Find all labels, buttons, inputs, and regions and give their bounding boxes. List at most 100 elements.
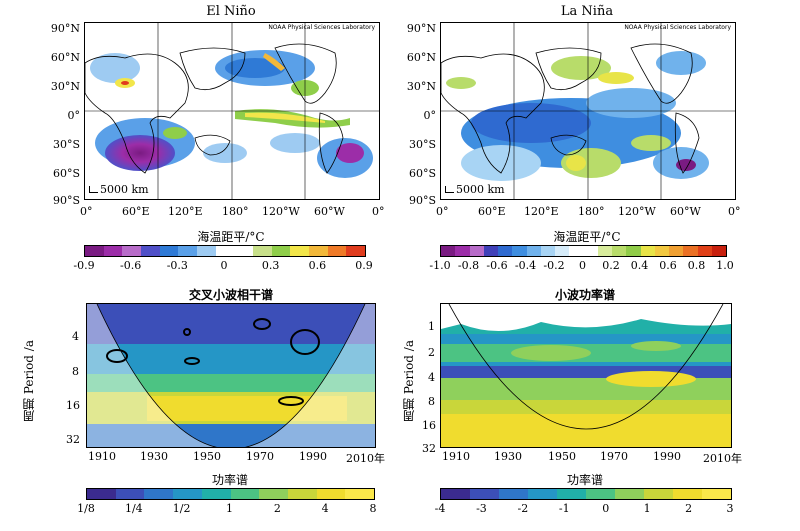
power-ytick: 16 bbox=[422, 419, 436, 432]
coherence-ylabel: 周期 Period /a bbox=[22, 340, 36, 422]
lat-label: 90°N bbox=[406, 22, 436, 35]
colorbar-swatch bbox=[87, 489, 116, 499]
coherence-ytick: 8 bbox=[72, 365, 79, 378]
colorbar-swatch bbox=[197, 246, 216, 256]
colorbar-tick-label: 2 bbox=[273, 502, 281, 515]
power-ytick: 32 bbox=[422, 442, 436, 455]
colorbar-swatch bbox=[483, 246, 498, 256]
colorbar-swatch bbox=[103, 246, 123, 256]
lat-label: 60°N bbox=[50, 51, 80, 64]
colorbar-swatch bbox=[234, 246, 254, 256]
coherence-colorbar-ticks: 1/8 1/4 1/2 1 2 4 8 bbox=[77, 502, 376, 516]
lat-label: 90°S bbox=[408, 194, 436, 207]
colorbar-swatch bbox=[122, 246, 142, 256]
colorbar-swatch bbox=[470, 489, 499, 499]
colorbar-tick-label: -3 bbox=[476, 502, 487, 515]
lon-label: 60°W bbox=[314, 205, 345, 218]
lon-label: 180° bbox=[222, 205, 249, 218]
colorbar-swatch bbox=[615, 489, 644, 499]
lon-label: 0° bbox=[436, 205, 449, 218]
colorbar-swatch bbox=[201, 489, 231, 499]
lat-label: 90°N bbox=[50, 22, 80, 35]
coherence-xtick: 2010年 bbox=[346, 452, 385, 465]
coherence-colorbar-title: 功率谱 bbox=[211, 473, 248, 487]
colorbar-swatch bbox=[499, 489, 528, 499]
lat-label: 60°S bbox=[52, 167, 80, 180]
colorbar-tick-label: 0.9 bbox=[355, 259, 373, 272]
colorbar-tick-label: -0.2 bbox=[543, 259, 565, 272]
colorbar-tick-label: -0.4 bbox=[514, 259, 537, 272]
colorbar-tick-label: -0.6 bbox=[120, 259, 142, 272]
lon-label: 120°W bbox=[618, 205, 656, 218]
colorbar-swatch bbox=[711, 246, 726, 256]
lat-label: 0° bbox=[423, 109, 437, 122]
power-ytick: 4 bbox=[428, 371, 435, 384]
colorbar-swatch bbox=[159, 246, 179, 256]
power-xtick: 1970 bbox=[600, 450, 628, 463]
power-xtick: 1990 bbox=[653, 450, 681, 463]
power-xtick: 1950 bbox=[548, 450, 576, 463]
colorbar-tick-label: 0 bbox=[220, 259, 228, 272]
colorbar-tick-label: -1.0 bbox=[429, 259, 451, 272]
el-nino-colorbar-ticks: -0.9 -0.6 -0.3 0 0.3 0.6 0.9 bbox=[73, 259, 372, 273]
power-xtick: 1930 bbox=[494, 450, 522, 463]
coherence-xtick: 1910 bbox=[88, 450, 116, 463]
power-graphic bbox=[441, 304, 731, 447]
colorbar-tick-label: -4 bbox=[434, 502, 446, 515]
colorbar-swatch bbox=[526, 246, 541, 256]
colorbar-swatch bbox=[441, 489, 470, 499]
colorbar-tick-label: 0.8 bbox=[687, 259, 706, 272]
la-nina-map: NOAA Physical Sciences Laboratory 5000 k… bbox=[440, 22, 736, 200]
colorbar-tick-label: 1/4 bbox=[124, 502, 143, 515]
lon-label: 120°E bbox=[524, 205, 559, 218]
colorbar-tick-label: 1 bbox=[226, 502, 233, 515]
coherence-ytick: 32 bbox=[66, 433, 80, 446]
lat-label: 60°N bbox=[406, 51, 436, 64]
colorbar-swatch bbox=[271, 246, 291, 256]
colorbar-tick-label: 1/2 bbox=[172, 502, 191, 515]
coherence-xtick: 1970 bbox=[246, 450, 274, 463]
power-xtick: 2010年 bbox=[703, 452, 742, 465]
colorbar-tick-label: -0.3 bbox=[166, 259, 188, 272]
colorbar-tick-label: 0.4 bbox=[630, 259, 649, 272]
colorbar-tick-label: -2 bbox=[517, 502, 529, 515]
colorbar-swatch bbox=[640, 246, 655, 256]
coherence-graphic bbox=[87, 304, 375, 447]
coherence-colorbar bbox=[86, 488, 375, 500]
colorbar-tick-label: 8 bbox=[369, 502, 377, 515]
lon-label: 0° bbox=[80, 205, 93, 218]
power-ytick: 2 bbox=[428, 346, 435, 359]
la-nina-colorbar-ticks: -1.0 -0.8 -0.6 -0.4 -0.2 0 0.2 0.4 0.6 0.8 1.0 bbox=[429, 259, 733, 273]
lat-label: 60°S bbox=[408, 167, 436, 180]
coherence-xtick: 1990 bbox=[299, 450, 327, 463]
colorbar-tick-label: 1 bbox=[643, 502, 651, 515]
colorbar-swatch bbox=[345, 489, 375, 499]
lat-label: 30°S bbox=[52, 138, 80, 151]
colorbar-tick-label: 4 bbox=[321, 502, 329, 515]
colorbar-swatch bbox=[346, 246, 366, 256]
colorbar-swatch bbox=[583, 246, 598, 256]
colorbar-swatch bbox=[673, 489, 702, 499]
colorbar-tick-label: 0.6 bbox=[308, 259, 327, 272]
power-colorbar-title: 功率谱 bbox=[566, 473, 603, 487]
power-colorbar bbox=[440, 488, 732, 500]
el-nino-title: El Niño bbox=[206, 4, 256, 19]
colorbar-swatch bbox=[702, 489, 731, 499]
lat-label: 30°N bbox=[50, 80, 80, 93]
colorbar-tick-label: 1/8 bbox=[77, 502, 95, 515]
coherence-xtick: 1950 bbox=[193, 450, 221, 463]
colorbar-swatch bbox=[612, 246, 627, 256]
lon-label: 60°E bbox=[122, 205, 150, 218]
colorbar-tick-label: 0 bbox=[602, 502, 610, 515]
colorbar-swatch bbox=[253, 246, 272, 256]
colorbar-swatch bbox=[498, 246, 513, 256]
colorbar-swatch bbox=[259, 489, 288, 499]
colorbar-swatch bbox=[327, 246, 347, 256]
lat-label: 30°N bbox=[406, 80, 436, 93]
lon-label: 60°W bbox=[670, 205, 701, 218]
colorbar-swatch bbox=[569, 246, 584, 256]
power-panel bbox=[440, 303, 732, 448]
colorbar-swatch bbox=[144, 489, 174, 499]
la-nina-watermark: NOAA Physical Sciences Laboratory bbox=[624, 24, 731, 31]
colorbar-tick-label: 2 bbox=[685, 502, 693, 515]
